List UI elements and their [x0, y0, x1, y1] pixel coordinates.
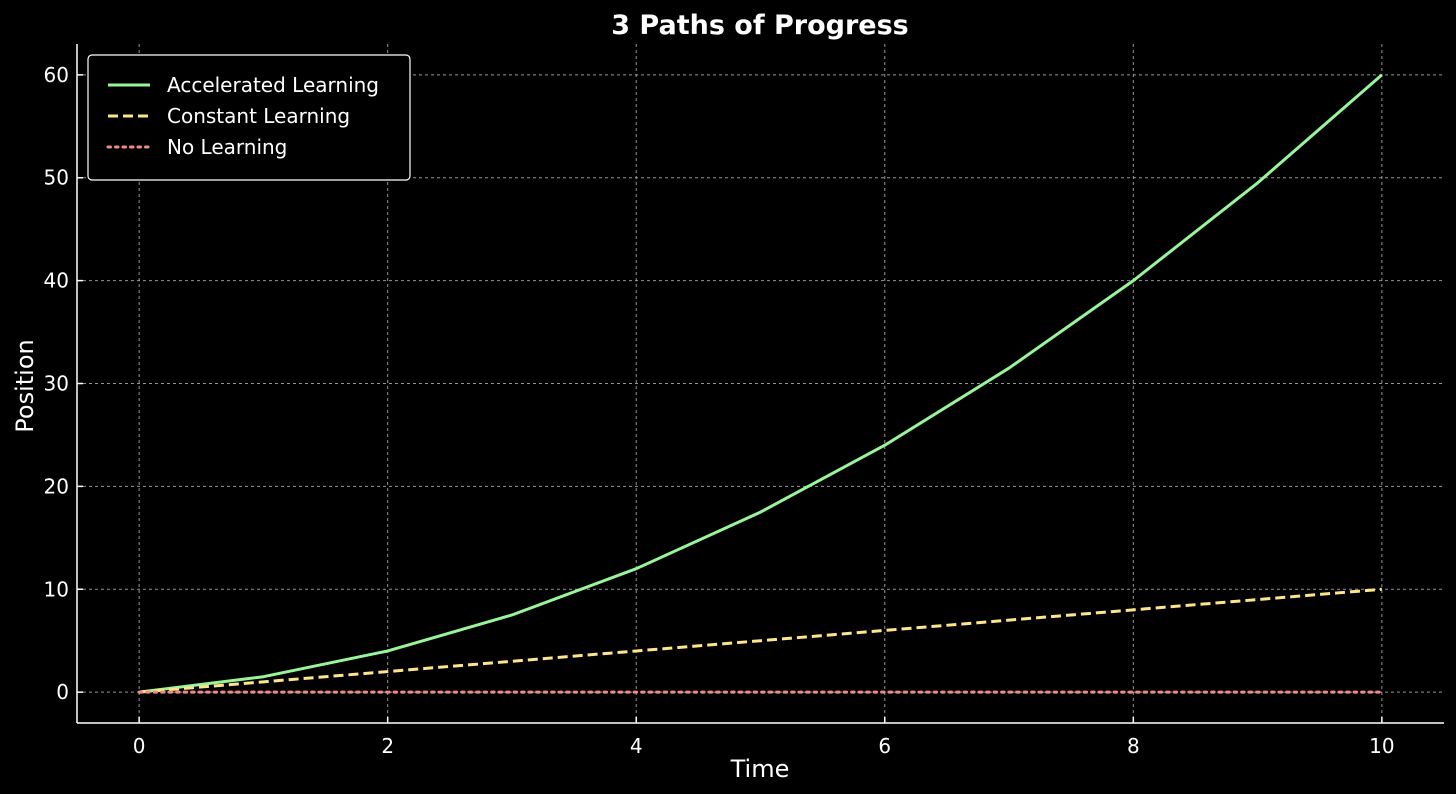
- chart-title: 3 Paths of Progress: [611, 10, 909, 41]
- series-lines: [137, 73, 1384, 694]
- y-tick-label: 10: [44, 577, 69, 601]
- series-line-accelerated-learning: [138, 73, 1383, 694]
- x-tick-label: 4: [630, 734, 643, 758]
- y-tick-label: 60: [44, 63, 69, 87]
- x-tick-label: 2: [381, 734, 394, 758]
- legend-label-no-learning: No Learning: [167, 135, 287, 159]
- y-tick-label: 50: [44, 166, 69, 190]
- legend: Accelerated Learning Constant Learning No …: [87, 54, 411, 181]
- legend-box: [87, 54, 411, 181]
- y-tick-label: 30: [44, 372, 69, 396]
- series-line-constant-learning: [139, 587, 1382, 694]
- x-tick-label: 0: [133, 734, 146, 758]
- y-tick-label: 40: [44, 269, 69, 293]
- x-axis-label: Time: [730, 755, 790, 783]
- axis-ticks: 0 2 4 6 8 10 0 10 20 30 40 50 60: [44, 63, 1395, 758]
- y-tick-label: 20: [44, 474, 69, 498]
- legend-label-constant-learning: Constant Learning: [167, 104, 350, 128]
- legend-label-accelerated-learning: Accelerated Learning: [167, 73, 379, 97]
- y-tick-label: 0: [56, 680, 69, 704]
- y-axis-label: Position: [11, 339, 39, 432]
- x-tick-label: 10: [1369, 734, 1394, 758]
- x-tick-label: 6: [878, 734, 891, 758]
- x-tick-label: 8: [1127, 734, 1140, 758]
